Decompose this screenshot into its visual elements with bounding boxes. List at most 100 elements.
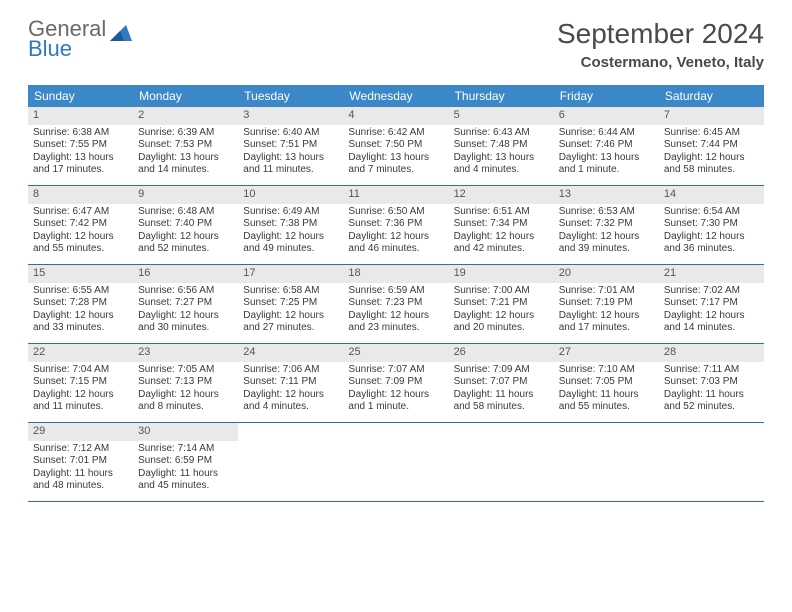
sunset-text: Sunset: 7:07 PM — [454, 376, 549, 389]
sunrise-text: Sunrise: 7:10 AM — [559, 364, 654, 377]
day-number: 29 — [28, 423, 133, 441]
day-cell-26: 26 Sunrise: 7:09 AMSunset: 7:07 PMDayligh… — [449, 344, 554, 422]
sunset-text: Sunset: 7:32 PM — [559, 218, 654, 231]
day-cell-empty — [554, 423, 659, 501]
daylight-text: Daylight: 13 hours and 7 minutes. — [348, 152, 443, 177]
logo-text: General Blue — [28, 18, 106, 60]
sunrise-text: Sunrise: 7:09 AM — [454, 364, 549, 377]
day-number: 28 — [659, 344, 764, 362]
sunset-text: Sunset: 7:19 PM — [559, 297, 654, 310]
day-number: 1 — [28, 107, 133, 125]
sunrise-text: Sunrise: 7:02 AM — [664, 285, 759, 298]
day-info: Sunrise: 7:00 AMSunset: 7:21 PMDaylight:… — [454, 285, 549, 335]
day-number: 12 — [449, 186, 554, 204]
day-number: 27 — [554, 344, 659, 362]
sunset-text: Sunset: 7:53 PM — [138, 139, 233, 152]
sunrise-text: Sunrise: 6:40 AM — [243, 127, 338, 140]
day-cell-12: 12Sunrise: 6:51 AMSunset: 7:34 PMDayligh… — [449, 186, 554, 264]
day-info: Sunrise: 6:58 AMSunset: 7:25 PMDaylight:… — [243, 285, 338, 335]
day-info: Sunrise: 7:14 AMSunset: 6:59 PMDaylight:… — [138, 443, 233, 493]
daylight-text: Daylight: 12 hours and 30 minutes. — [138, 310, 233, 335]
weeks-container: 1Sunrise: 6:38 AMSunset: 7:55 PMDaylight… — [28, 107, 764, 502]
sunset-text: Sunset: 7:40 PM — [138, 218, 233, 231]
day-number: 19 — [449, 265, 554, 283]
logo-line2: Blue — [28, 38, 106, 60]
daylight-text: Daylight: 12 hours and 14 minutes. — [664, 310, 759, 335]
sunset-text: Sunset: 7:50 PM — [348, 139, 443, 152]
sunset-text: Sunset: 7:51 PM — [243, 139, 338, 152]
sunrise-text: Sunrise: 6:58 AM — [243, 285, 338, 298]
sunrise-text: Sunrise: 7:05 AM — [138, 364, 233, 377]
day-info: Sunrise: 7:04 AMSunset: 7:15 PMDaylight:… — [33, 364, 128, 414]
day-number: 20 — [554, 265, 659, 283]
daylight-text: Daylight: 12 hours and 49 minutes. — [243, 231, 338, 256]
sunrise-text: Sunrise: 6:54 AM — [664, 206, 759, 219]
day-number: 4 — [343, 107, 448, 125]
sunrise-text: Sunrise: 6:55 AM — [33, 285, 128, 298]
day-cell-20: 20 Sunrise: 7:01 AMSunset: 7:19 PMDayligh… — [554, 265, 659, 343]
day-number: 7 — [659, 107, 764, 125]
day-info: Sunrise: 6:44 AMSunset: 7:46 PMDaylight:… — [559, 127, 654, 177]
day-cell-28: 28Sunrise: 7:11 AMSunset: 7:03 PMDayligh… — [659, 344, 764, 422]
day-info: Sunrise: 7:01 AMSunset: 7:19 PMDaylight:… — [559, 285, 654, 335]
week-row: 1Sunrise: 6:38 AMSunset: 7:55 PMDaylight… — [28, 107, 764, 186]
day-header-sunday: Sunday — [28, 85, 133, 107]
day-cell-16: 16Sunrise: 6:56 AMSunset: 7:27 PMDayligh… — [133, 265, 238, 343]
sunrise-text: Sunrise: 7:14 AM — [138, 443, 233, 456]
day-header-saturday: Saturday — [659, 85, 764, 107]
sunset-text: Sunset: 7:05 PM — [559, 376, 654, 389]
week-row: 15Sunrise: 6:55 AMSunset: 7:28 PMDayligh… — [28, 265, 764, 344]
day-number: 8 — [28, 186, 133, 204]
daylight-text: Daylight: 13 hours and 14 minutes. — [138, 152, 233, 177]
sunset-text: Sunset: 7:03 PM — [664, 376, 759, 389]
day-info: Sunrise: 7:07 AMSunset: 7:09 PMDaylight:… — [348, 364, 443, 414]
daylight-text: Daylight: 13 hours and 11 minutes. — [243, 152, 338, 177]
day-info: Sunrise: 6:49 AMSunset: 7:38 PMDaylight:… — [243, 206, 338, 256]
sunset-text: Sunset: 7:09 PM — [348, 376, 443, 389]
sunrise-text: Sunrise: 6:44 AM — [559, 127, 654, 140]
daylight-text: Daylight: 13 hours and 4 minutes. — [454, 152, 549, 177]
day-info: Sunrise: 7:02 AMSunset: 7:17 PMDaylight:… — [664, 285, 759, 335]
sunrise-text: Sunrise: 7:04 AM — [33, 364, 128, 377]
day-info: Sunrise: 6:39 AMSunset: 7:53 PMDaylight:… — [138, 127, 233, 177]
daylight-text: Daylight: 13 hours and 17 minutes. — [33, 152, 128, 177]
sunrise-text: Sunrise: 6:53 AM — [559, 206, 654, 219]
sunset-text: Sunset: 7:44 PM — [664, 139, 759, 152]
day-header-thursday: Thursday — [449, 85, 554, 107]
sunrise-text: Sunrise: 7:07 AM — [348, 364, 443, 377]
day-number: 10 — [238, 186, 343, 204]
day-cell-10: 10 Sunrise: 6:49 AMSunset: 7:38 PMDayligh… — [238, 186, 343, 264]
day-info: Sunrise: 6:53 AMSunset: 7:32 PMDaylight:… — [559, 206, 654, 256]
day-number: 16 — [133, 265, 238, 283]
daylight-text: Daylight: 12 hours and 33 minutes. — [33, 310, 128, 335]
daylight-text: Daylight: 11 hours and 55 minutes. — [559, 389, 654, 414]
sunset-text: Sunset: 7:01 PM — [33, 455, 128, 468]
day-info: Sunrise: 6:59 AMSunset: 7:23 PMDaylight:… — [348, 285, 443, 335]
day-cell-3: 3Sunrise: 6:40 AMSunset: 7:51 PMDaylight… — [238, 107, 343, 185]
sunset-text: Sunset: 7:46 PM — [559, 139, 654, 152]
daylight-text: Daylight: 12 hours and 8 minutes. — [138, 389, 233, 414]
daylight-text: Daylight: 12 hours and 36 minutes. — [664, 231, 759, 256]
sunrise-text: Sunrise: 6:59 AM — [348, 285, 443, 298]
sunrise-text: Sunrise: 6:48 AM — [138, 206, 233, 219]
week-row: 22Sunrise: 7:04 AMSunset: 7:15 PMDayligh… — [28, 344, 764, 423]
daylight-text: Daylight: 12 hours and 4 minutes. — [243, 389, 338, 414]
sunrise-text: Sunrise: 6:43 AM — [454, 127, 549, 140]
daylight-text: Daylight: 12 hours and 52 minutes. — [138, 231, 233, 256]
day-info: Sunrise: 6:55 AMSunset: 7:28 PMDaylight:… — [33, 285, 128, 335]
day-number: 26 — [449, 344, 554, 362]
sunrise-text: Sunrise: 6:50 AM — [348, 206, 443, 219]
logo-triangle-icon — [110, 25, 132, 46]
day-header-wednesday: Wednesday — [343, 85, 448, 107]
day-number: 25 — [343, 344, 448, 362]
week-row: 29Sunrise: 7:12 AMSunset: 7:01 PMDayligh… — [28, 423, 764, 502]
day-cell-18: 18Sunrise: 6:59 AMSunset: 7:23 PMDayligh… — [343, 265, 448, 343]
day-cell-22: 22Sunrise: 7:04 AMSunset: 7:15 PMDayligh… — [28, 344, 133, 422]
day-number: 24 — [238, 344, 343, 362]
daylight-text: Daylight: 12 hours and 39 minutes. — [559, 231, 654, 256]
day-header-monday: Monday — [133, 85, 238, 107]
day-info: Sunrise: 7:05 AMSunset: 7:13 PMDaylight:… — [138, 364, 233, 414]
day-info: Sunrise: 7:09 AMSunset: 7:07 PMDaylight:… — [454, 364, 549, 414]
daylight-text: Daylight: 13 hours and 1 minute. — [559, 152, 654, 177]
daylight-text: Daylight: 11 hours and 52 minutes. — [664, 389, 759, 414]
